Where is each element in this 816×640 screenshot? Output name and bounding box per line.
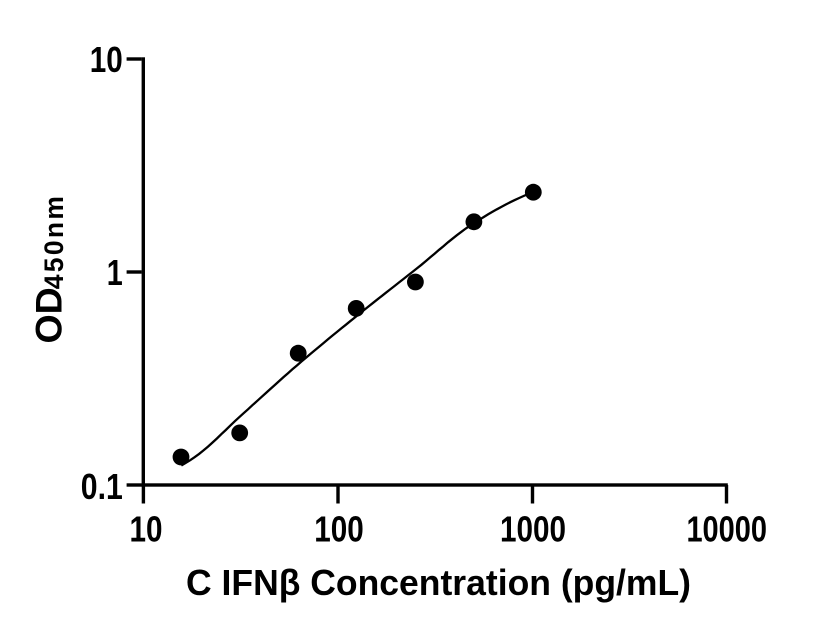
svg-text:1000: 1000 (500, 509, 566, 550)
svg-text:0.1: 0.1 (81, 466, 123, 507)
svg-text:C IFNβ Concentration (pg/mL): C IFNβ Concentration (pg/mL) (186, 562, 691, 603)
svg-text:10: 10 (130, 509, 163, 550)
svg-text:10: 10 (90, 39, 123, 80)
svg-text:10000: 10000 (686, 509, 767, 550)
svg-text:1: 1 (107, 252, 123, 293)
svg-text:100: 100 (314, 509, 364, 550)
